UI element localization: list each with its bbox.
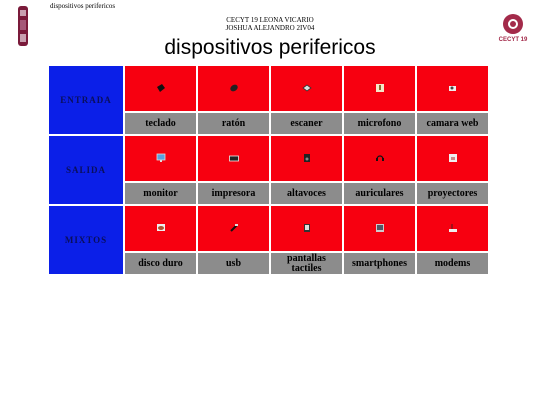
device-icon-cell[interactable] (344, 136, 415, 181)
device-icon-cell[interactable] (271, 206, 342, 251)
mouse-icon[interactable] (229, 83, 239, 93)
table-row: SALIDA (49, 136, 488, 204)
category-entrada: ENTRADA (49, 66, 123, 134)
device-icon-cell[interactable] (417, 136, 488, 181)
usb-icon[interactable] (229, 223, 239, 233)
device-label: auriculares (344, 183, 415, 204)
device-icon-cell[interactable] (125, 136, 196, 181)
device-icon-cell[interactable] (417, 66, 488, 111)
devices-table: ENTRADA teclado ratón escaner microfono … (47, 64, 490, 276)
device-icon-cell[interactable] (125, 66, 196, 111)
student-name: JOSHUA ALEJANDRO 2IV04 (225, 24, 315, 32)
tab-title: dispositivos perifericos (50, 2, 116, 10)
device-label: monitor (125, 183, 196, 204)
device-label: proyectores (417, 183, 488, 204)
device-label: pantallas tactiles (271, 253, 342, 274)
device-label: ratón (198, 113, 269, 134)
cecyt-logo-text: CECYT 19 (498, 37, 528, 43)
device-label: microfono (344, 113, 415, 134)
device-icon-cell[interactable] (198, 136, 269, 181)
device-icon-cell[interactable] (198, 66, 269, 111)
speaker-icon[interactable] (302, 153, 312, 163)
school-name: CECYT 19 LEONA VICARIO (226, 16, 314, 24)
device-label: disco duro (125, 253, 196, 274)
category-salida: SALIDA (49, 136, 123, 204)
device-label: smartphones (344, 253, 415, 274)
table-row: teclado ratón escaner microfono camara w… (49, 113, 488, 134)
device-label: escaner (271, 113, 342, 134)
table-row: monitor impresora altavoces auriculares … (49, 183, 488, 204)
smartphone-icon[interactable] (375, 223, 385, 233)
printer-icon[interactable] (228, 153, 239, 163)
device-label: impresora (198, 183, 269, 204)
device-label: modems (417, 253, 488, 274)
device-label: altavoces (271, 183, 342, 204)
table-row: MIXTOS (49, 206, 488, 274)
cecyt-logo-icon (503, 14, 523, 34)
hard-drive-icon[interactable] (156, 223, 166, 233)
microphone-icon[interactable] (375, 83, 385, 93)
cecyt-logo: CECYT 19 (498, 12, 528, 46)
device-label: camara web (417, 113, 488, 134)
device-label: teclado (125, 113, 196, 134)
table-row: disco duro usb pantallas tactiles smartp… (49, 253, 488, 274)
device-icon-cell[interactable] (125, 206, 196, 251)
device-icon-cell[interactable] (344, 206, 415, 251)
device-icon-cell[interactable] (271, 136, 342, 181)
ipn-logo-icon (18, 6, 28, 46)
headphones-icon[interactable] (375, 153, 385, 163)
keyboard-icon[interactable] (156, 83, 166, 93)
school-info: CECYT 19 LEONA VICARIO JOSHUA ALEJANDRO … (0, 16, 540, 32)
scanner-icon[interactable] (301, 83, 312, 93)
category-mixtos: MIXTOS (49, 206, 123, 274)
device-icon-cell[interactable] (198, 206, 269, 251)
device-icon-cell[interactable] (344, 66, 415, 111)
monitor-icon[interactable] (156, 153, 166, 163)
webcam-icon[interactable] (448, 83, 458, 93)
device-icon-cell[interactable] (271, 66, 342, 111)
device-icon-cell[interactable] (417, 206, 488, 251)
modem-icon[interactable] (448, 223, 458, 233)
projector-icon[interactable] (448, 153, 458, 163)
device-label: usb (198, 253, 269, 274)
page-title: dispositivos perifericos (164, 36, 376, 59)
touchscreen-icon[interactable] (302, 223, 312, 233)
table-row: ENTRADA (49, 66, 488, 134)
